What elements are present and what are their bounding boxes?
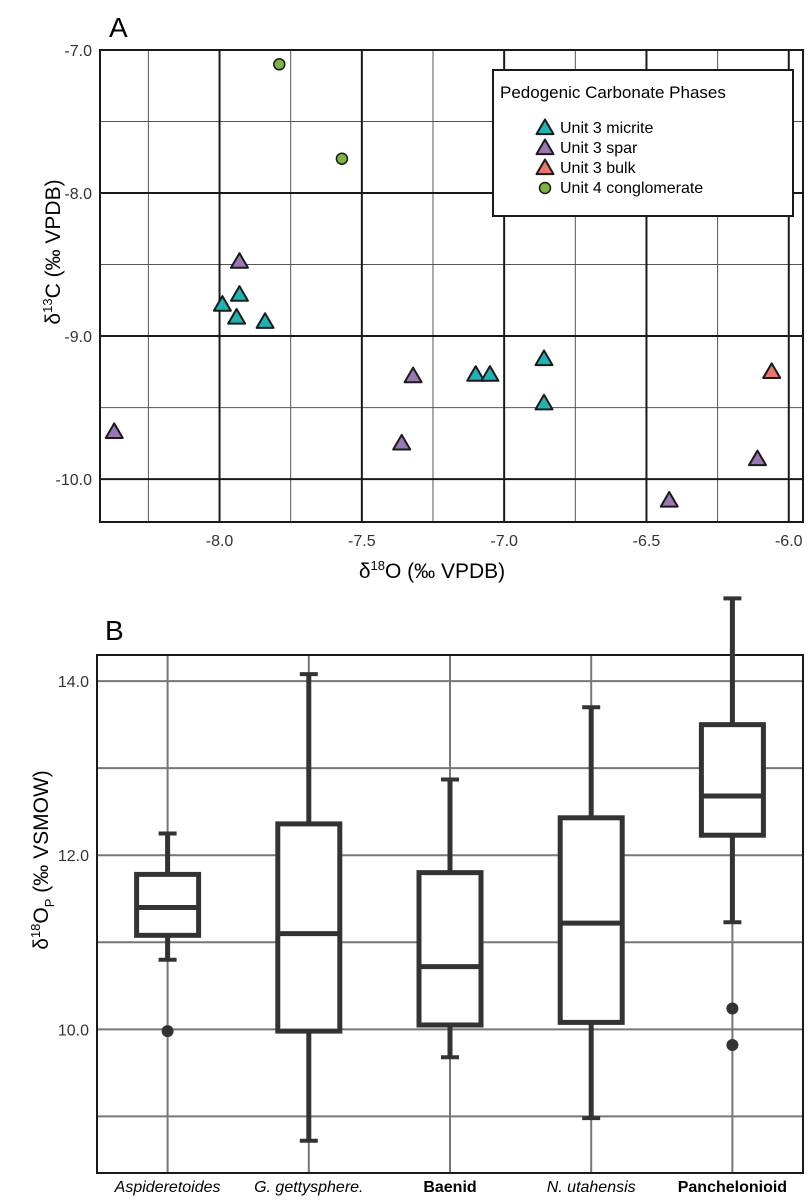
- panel-a-letter: A: [109, 12, 128, 43]
- panel-b-boxplot: B 10.0 12.0 14.0 Aspideretoides G. gettysph…: [28, 596, 804, 1196]
- category-label: N. utahensis: [547, 1179, 636, 1196]
- panel-b-plot-frame: [96, 654, 804, 1174]
- panel-a-scatter: A -8.0 -7.5 -7.0 -6.5 -6.0-7.0-8.0-9.0-10.0 …: [40, 12, 804, 583]
- y-title-rest: C (‰ VPDB): [42, 179, 65, 298]
- legend-entry-label: Unit 3 bulk: [560, 160, 637, 177]
- x-tick-label: -7.0: [490, 533, 518, 550]
- box-3: [416, 777, 484, 1060]
- y-tick-label: -8.0: [64, 186, 92, 203]
- data-point: [403, 366, 423, 384]
- panel-a-x-axis-title: δ18O (‰ VPDB): [359, 558, 505, 583]
- panel-a-legend: Pedogenic Carbonate Phases Unit 3 micrit…: [492, 69, 794, 217]
- category-label: Panchelonioid: [678, 1179, 787, 1196]
- legend-entry-label: Unit 3 spar: [560, 140, 638, 157]
- b-y-title-sub: P: [42, 899, 57, 908]
- legend-marker: [538, 181, 552, 195]
- legend-marker: [535, 118, 555, 136]
- data-point: [229, 252, 249, 269]
- panel-a-plot-frame: [99, 49, 804, 523]
- data-point: [534, 393, 554, 411]
- data-point: [255, 312, 275, 329]
- box-4: [557, 705, 625, 1121]
- box-1: [134, 831, 202, 1038]
- data-point: [104, 422, 124, 440]
- data-point: [212, 295, 232, 312]
- panel-b-y-axis-title: δ18OP (‰ VSMOW): [28, 770, 57, 950]
- panel-b-letter: B: [105, 615, 124, 646]
- outlier-point: [161, 1025, 174, 1038]
- box-5: [698, 596, 766, 1052]
- y-tick-label: 12.0: [58, 848, 89, 865]
- data-point: [747, 449, 767, 467]
- box-2: [275, 672, 343, 1143]
- legend-items: Unit 3 micrite Unit 3 spar Unit 3 bulk Unit…: [535, 118, 703, 197]
- category-label: Aspideretoides: [114, 1179, 221, 1196]
- data-point: [392, 433, 412, 451]
- b-y-title-delta: δ: [30, 938, 53, 950]
- y-tick-label: 10.0: [58, 1022, 89, 1039]
- x-title-rest: O (‰ VPDB): [385, 560, 505, 583]
- outlier-point: [726, 1039, 739, 1052]
- category-label: Baenid: [423, 1179, 476, 1196]
- iqr-box: [698, 722, 766, 838]
- x-title-delta: δ: [359, 560, 371, 583]
- data-point: [480, 365, 500, 382]
- data-point: [466, 365, 486, 382]
- data-point: [762, 362, 782, 379]
- panel-b-tick-labels: 10.0 12.0 14.0: [58, 674, 89, 1039]
- b-y-title-o: O: [30, 907, 53, 923]
- panel-b-category-labels: Aspideretoides G. gettysphere. Baenid N. ut…: [114, 1179, 787, 1196]
- iqr-box: [275, 821, 343, 1034]
- panel-a-y-axis-title: δ13C (‰ VPDB): [40, 179, 65, 324]
- panel-b-boxes: [134, 596, 766, 1143]
- panel-a-data-points: [104, 58, 782, 508]
- x-tick-label: -8.0: [206, 533, 234, 550]
- x-tick-label: -7.5: [348, 533, 376, 550]
- y-title-sup: 13: [40, 298, 55, 312]
- data-point: [227, 307, 247, 325]
- data-point: [659, 491, 679, 508]
- x-tick-label: -6.5: [633, 533, 661, 550]
- outlier-point: [726, 1002, 739, 1015]
- x-title-sup: 18: [371, 558, 385, 573]
- iqr-box: [557, 815, 625, 1025]
- x-tick-label: -6.0: [775, 533, 803, 550]
- category-label: G. gettysphere.: [254, 1179, 363, 1196]
- legend-marker: [535, 158, 555, 176]
- y-tick-label: -9.0: [64, 329, 92, 346]
- data-point: [229, 285, 249, 302]
- iqr-box: [134, 871, 202, 938]
- y-tick-label: 14.0: [58, 674, 89, 691]
- data-point: [273, 58, 286, 71]
- y-title-delta: δ: [42, 313, 65, 325]
- panel-a-tick-labels: -8.0 -7.5 -7.0 -6.5 -6.0 -7.0 -8.0 -9.0 -10.0: [56, 43, 803, 550]
- data-point: [534, 349, 554, 367]
- legend-title: Pedogenic Carbonate Phases: [500, 83, 726, 102]
- b-y-title-sup: 18: [28, 924, 43, 938]
- y-tick-label: -10.0: [56, 472, 93, 489]
- y-tick-label: -7.0: [64, 43, 92, 60]
- legend-entry-label: Unit 3 micrite: [560, 120, 653, 137]
- legend-entry-label: Unit 4 conglomerate: [560, 180, 703, 197]
- iqr-box: [416, 870, 484, 1028]
- legend-marker: [535, 138, 555, 156]
- b-y-title-rest: (‰ VSMOW): [30, 770, 53, 898]
- data-point: [335, 152, 349, 165]
